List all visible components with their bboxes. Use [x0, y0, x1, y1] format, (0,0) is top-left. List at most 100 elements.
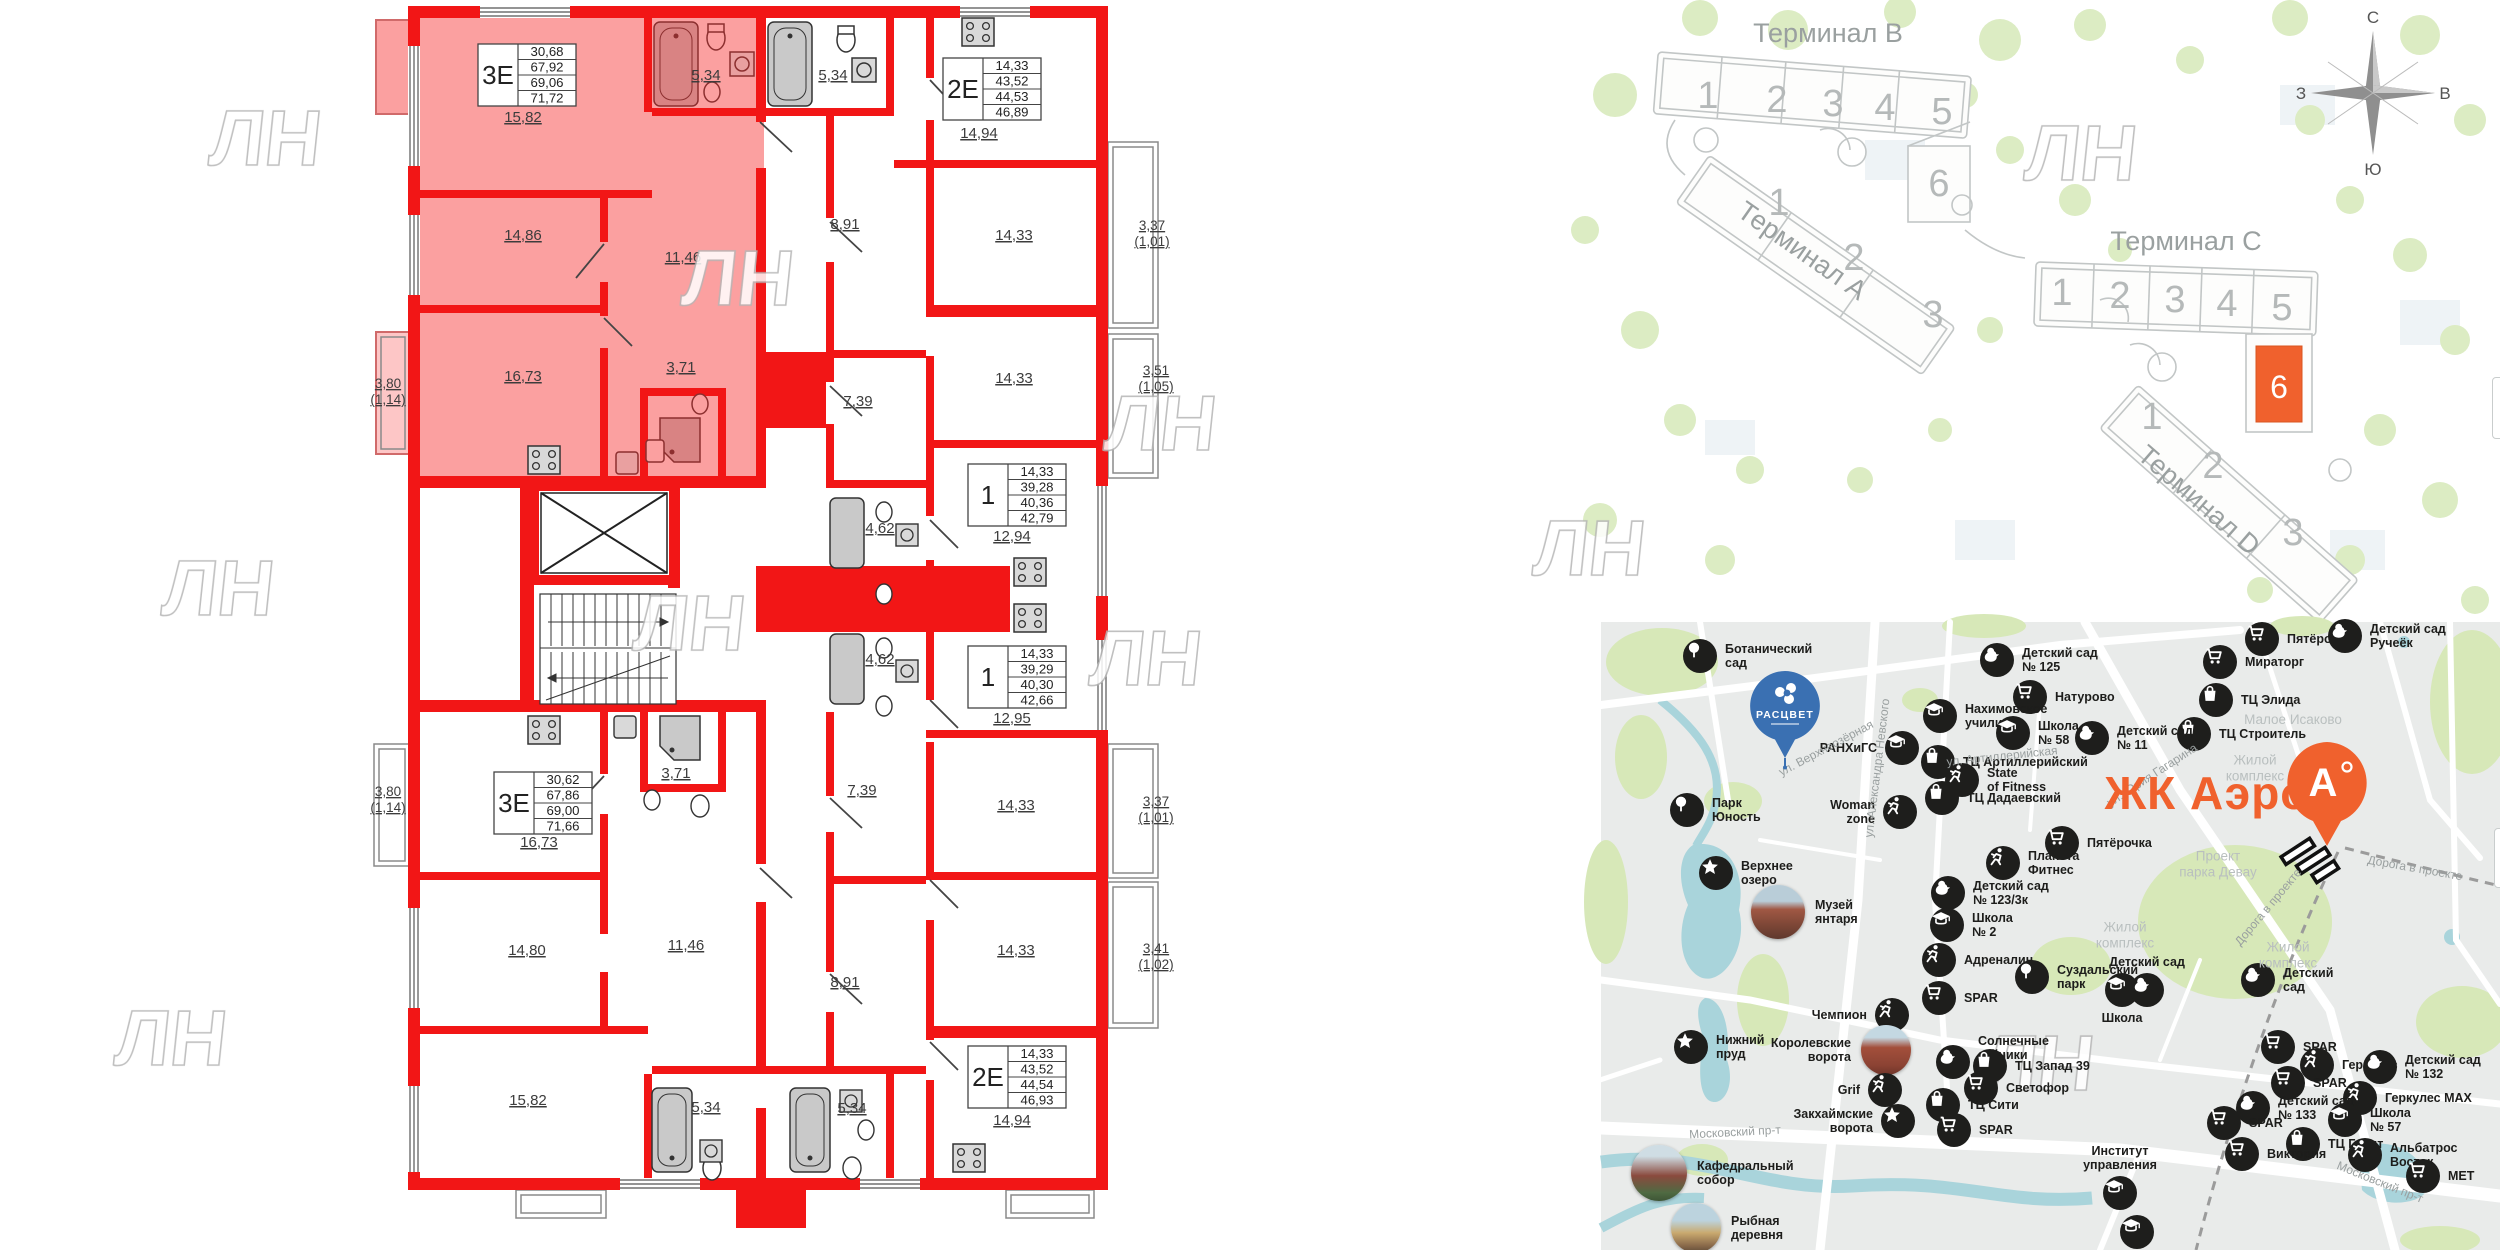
map-marker[interactable]: Детский сад № 11: [2075, 721, 2193, 755]
map-marker[interactable]: Адреналин: [1922, 943, 2033, 977]
map-marker[interactable]: SPAR: [2207, 1106, 2283, 1140]
map-marker[interactable]: Нижний пруд: [1674, 1030, 1765, 1064]
map-marker[interactable]: Закхаймские ворота: [1793, 1104, 1915, 1138]
apartment-area-value: 67,86: [546, 788, 579, 803]
map-marker[interactable]: Суздальский парк: [2015, 960, 2138, 994]
map-marker[interactable]: Woman zone: [1830, 795, 1917, 829]
map-marker[interactable]: Детский сад: [2109, 955, 2185, 1007]
map-marker-label: SPAR: [2313, 1076, 2347, 1090]
map-marker[interactable]: Мираторг: [2203, 645, 2304, 679]
map-marker-label: РАНХиГС: [1819, 741, 1877, 755]
building-section-number[interactable]: 3: [1822, 83, 1843, 125]
room-area-label: 4,62: [865, 651, 894, 668]
room-area-label: 14,86: [504, 227, 542, 244]
photo-marker-label: Музей янтаря: [1815, 898, 1858, 926]
map-marker-label: Детский сад № 123/3к: [1973, 879, 2049, 907]
building-section-number[interactable]: 3: [2164, 279, 2185, 321]
photo-marker-village[interactable]: Рыбная деревня: [1671, 1203, 1783, 1250]
building-section-number[interactable]: 1: [1697, 75, 1718, 117]
photo-marker-gate[interactable]: Королевские ворота: [1771, 1025, 1911, 1075]
map-marker[interactable]: Пятёрочка: [2045, 826, 2152, 860]
map-marker[interactable]: State of Fitness: [1945, 763, 2046, 797]
map-marker[interactable]: SPAR: [1937, 1113, 2013, 1147]
map-marker[interactable]: Планета Фитнес: [1986, 846, 2079, 880]
photo-marker-museum[interactable]: Музей янтаря: [1751, 885, 1858, 939]
room-area-label: 14,33: [995, 227, 1033, 244]
map-marker[interactable]: ТЦ Артиллерийский: [1921, 745, 2088, 779]
map-marker[interactable]: Пятёрочка: [2245, 622, 2352, 656]
map-marker[interactable]: ТЦ Дадаевский: [1925, 781, 2061, 815]
building-section-number[interactable]: 1: [2141, 396, 2162, 438]
map-marker[interactable]: SPAR: [1922, 981, 1998, 1015]
map-marker[interactable]: Школа № 58: [1996, 716, 2079, 750]
room-area-label: 3,71: [661, 765, 690, 782]
map-marker[interactable]: Нахимовское училище: [1923, 699, 2047, 733]
map-marker[interactable]: РАНХиГС: [1820, 731, 1919, 765]
apartment-type-label: 1: [981, 662, 995, 692]
building-section-number[interactable]: 5: [1931, 91, 1952, 133]
building-section-number[interactable]: 1: [1768, 182, 1789, 224]
map-marker[interactable]: Парк Юность: [1670, 793, 1761, 827]
map-marker[interactable]: Детский сад № 123/3к: [1931, 876, 2049, 910]
room-area-label: 14,94: [993, 1112, 1031, 1129]
building-section-number[interactable]: 2: [2109, 275, 2130, 317]
map-marker[interactable]: SPAR: [2271, 1066, 2347, 1100]
building-section-number[interactable]: 4: [2216, 283, 2237, 325]
map-marker-label: Детский сад: [2283, 966, 2334, 994]
building-section-number[interactable]: 2: [2202, 445, 2223, 487]
map-marker[interactable]: [2120, 1215, 2154, 1249]
compass-west-label: З: [2296, 84, 2306, 103]
map-marker[interactable]: Детский сад № 125: [1980, 643, 2098, 677]
project-pin[interactable]: А: [2284, 740, 2370, 850]
apartment-area-value: 67,92: [530, 60, 563, 75]
map-marker[interactable]: Детский сад № 132: [2363, 1050, 2481, 1084]
map-marker[interactable]: Детский сад Ручеёк: [2328, 619, 2446, 653]
map-marker[interactable]: Ботанический сад: [1683, 639, 1812, 673]
map-marker[interactable]: Виктория: [2225, 1137, 2326, 1171]
building-section-number[interactable]: 2: [1843, 237, 1864, 279]
school-icon: [1996, 716, 2030, 750]
developer-watermark: ЛН: [678, 234, 798, 322]
map-marker[interactable]: Школа № 57: [2328, 1103, 2411, 1137]
map-marker[interactable]: Grif: [1838, 1073, 1902, 1107]
site-section-highlighted[interactable]: [2255, 345, 2303, 423]
map-marker[interactable]: SPAR: [2261, 1030, 2337, 1064]
map-marker[interactable]: Детский сад: [2241, 963, 2333, 997]
apartment-area-value: 39,29: [1020, 662, 1053, 677]
building-section-number[interactable]: 5: [2271, 287, 2292, 329]
apartment-area-value: 71,66: [546, 819, 579, 834]
map-marker[interactable]: Альбатрос Восток: [2348, 1138, 2458, 1172]
building-section-number[interactable]: 3: [2282, 512, 2303, 554]
rascvet-balloon[interactable]: РАСЦВЕТ: [1747, 670, 1823, 770]
map-marker[interactable]: ТЦ Строитель: [2177, 717, 2306, 751]
map-marker[interactable]: МЕТ: [2406, 1159, 2474, 1193]
building-section-number[interactable]: 1: [2051, 272, 2072, 314]
map-marker-label: ТЦ Сити: [1968, 1098, 2019, 1112]
map-marker-label: Мираторг: [2245, 655, 2305, 669]
map-marker[interactable]: ТЦ Элида: [2199, 683, 2300, 717]
map-marker[interactable]: Верхнее озеро: [1699, 856, 1793, 890]
windows: [408, 6, 1108, 1190]
building-section-number-highlighted[interactable]: 6: [2270, 369, 2288, 405]
map-marker-label: SPAR: [2249, 1116, 2283, 1130]
map-marker[interactable]: Школа № 2: [1930, 908, 2013, 942]
map-marker[interactable]: ТЦ Запад 39: [1973, 1049, 2090, 1083]
cart-icon: [2245, 622, 2279, 656]
floor-plan[interactable]: 15,82 5,34 5,34 14,94 14,86 11,46 8,91 14,33 16,…: [0, 0, 1250, 1250]
map-marker[interactable]: Институт управления: [2083, 1144, 2157, 1210]
map-marker[interactable]: Натурово: [2013, 680, 2115, 714]
map-marker[interactable]: Детский сад № 133: [2236, 1091, 2354, 1125]
building-section-number[interactable]: 2: [1766, 79, 1787, 121]
building-section-number[interactable]: 3: [1922, 294, 1943, 336]
building-section-number[interactable]: 6: [1928, 163, 1949, 205]
building-section-number[interactable]: 4: [1874, 87, 1895, 129]
map-marker[interactable]: Светофор: [1964, 1071, 2069, 1105]
developer-watermark: ЛН: [1530, 504, 1650, 592]
photo-marker-cathedral[interactable]: Кафедральный собор: [1631, 1145, 1794, 1201]
